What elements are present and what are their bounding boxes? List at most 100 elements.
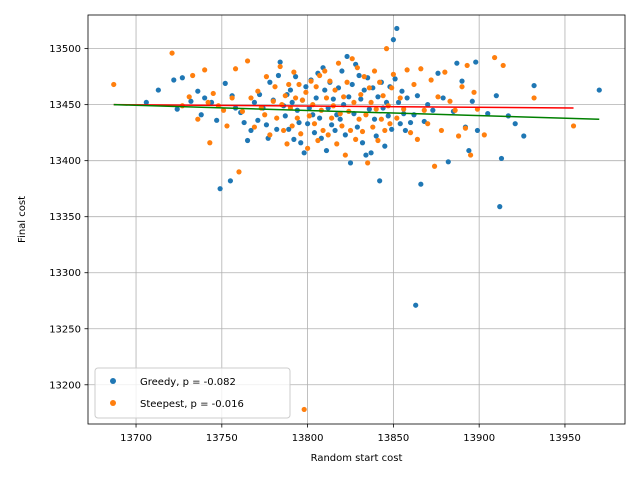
steepest-point — [327, 78, 333, 84]
steepest-point — [459, 84, 465, 90]
greedy-point — [392, 76, 398, 82]
greedy-point — [454, 60, 460, 66]
steepest-point — [322, 68, 328, 74]
steepest-point — [111, 81, 117, 88]
greedy-point — [275, 72, 282, 79]
steepest-point — [329, 115, 335, 121]
x-tick-label: 13850 — [377, 433, 409, 444]
steepest-point — [438, 127, 445, 134]
greedy-point — [202, 95, 208, 101]
greedy-point — [389, 126, 395, 132]
steepest-point — [296, 81, 302, 88]
x-tick-label: 13750 — [206, 433, 238, 444]
steepest-point — [347, 127, 354, 134]
trend-lines-top — [113, 103, 600, 120]
greedy-point — [394, 25, 400, 32]
x-tick-label: 13950 — [549, 433, 581, 444]
greedy-point — [255, 117, 261, 123]
greedy-point — [305, 121, 311, 127]
steepest-point — [308, 78, 314, 84]
greedy-point — [473, 59, 479, 65]
greedy-point — [195, 88, 201, 94]
steepest-point — [389, 85, 395, 91]
steepest-point — [248, 95, 254, 101]
x-tick-label: 13800 — [292, 433, 324, 444]
steepest-point — [263, 74, 270, 80]
y-axis-label: Final cost — [17, 196, 28, 243]
steepest-point — [500, 62, 506, 69]
greedy-point — [485, 111, 491, 117]
y-tick-label: 13500 — [49, 44, 81, 55]
steepest-point — [282, 93, 288, 99]
steepest-point — [378, 116, 384, 122]
x-tick-label: 13700 — [120, 433, 152, 444]
greedy-point — [303, 84, 309, 90]
steepest-point — [286, 81, 292, 88]
steepest-point — [462, 125, 469, 131]
steepest-point — [335, 60, 342, 66]
greedy-point — [363, 152, 369, 158]
greedy-point — [217, 186, 223, 192]
greedy-point — [402, 127, 408, 134]
greedy-point — [425, 102, 431, 108]
steepest-point — [394, 115, 400, 121]
greedy-point — [407, 119, 414, 126]
greedy-point — [289, 99, 295, 106]
steepest-point — [397, 95, 403, 101]
greedy-point — [347, 160, 354, 166]
steepest-point — [366, 85, 372, 91]
greedy-point — [286, 126, 292, 132]
steepest-point — [375, 137, 381, 144]
data-points — [111, 25, 602, 413]
greedy-point — [382, 143, 388, 149]
greedy-point — [361, 87, 367, 93]
steepest-point — [531, 95, 537, 101]
steepest-point — [229, 95, 235, 101]
steepest-point — [385, 103, 391, 109]
steepest-point — [313, 84, 319, 90]
greedy-point — [354, 124, 360, 130]
greedy-point — [498, 155, 505, 162]
steepest-point — [305, 145, 311, 151]
x-tick-label: 13900 — [463, 433, 495, 444]
steepest-point — [414, 136, 421, 142]
greedy-point — [282, 113, 288, 119]
steepest-point — [272, 84, 278, 90]
y-tick-label: 13300 — [49, 268, 81, 279]
steepest-point — [421, 107, 427, 113]
steepest-point — [294, 115, 300, 121]
steepest-point — [370, 124, 376, 130]
steepest-point — [481, 132, 487, 138]
steepest-point — [383, 46, 390, 52]
steepest-point — [464, 62, 470, 69]
greedy-point — [435, 70, 441, 76]
greedy-point — [214, 117, 220, 123]
greedy-point — [430, 107, 436, 113]
greedy-point — [248, 127, 254, 134]
steepest-point — [390, 71, 396, 77]
greedy-point — [292, 74, 299, 80]
steepest-point — [431, 163, 438, 169]
greedy-point — [344, 53, 350, 60]
greedy-point — [497, 204, 503, 210]
greedy-point — [390, 37, 396, 43]
steepest-point — [210, 90, 216, 97]
greedy-point — [287, 87, 294, 93]
greedy-point — [332, 127, 338, 134]
steepest-point — [317, 72, 323, 79]
greedy-point — [330, 96, 336, 102]
steepest-point — [344, 79, 350, 85]
greedy-point — [222, 80, 228, 86]
steepest-point — [418, 66, 424, 72]
steepest-point — [349, 56, 355, 62]
steepest-point — [354, 65, 360, 71]
steepest-point — [277, 63, 283, 70]
steepest-point — [303, 89, 309, 95]
steepest-point — [291, 69, 297, 75]
greedy-point — [143, 99, 149, 106]
steepest-point — [205, 99, 211, 106]
steepest-point — [361, 74, 367, 80]
greedy-point — [329, 122, 335, 128]
steepest-point — [455, 133, 462, 139]
y-tick-label: 13200 — [49, 380, 81, 391]
